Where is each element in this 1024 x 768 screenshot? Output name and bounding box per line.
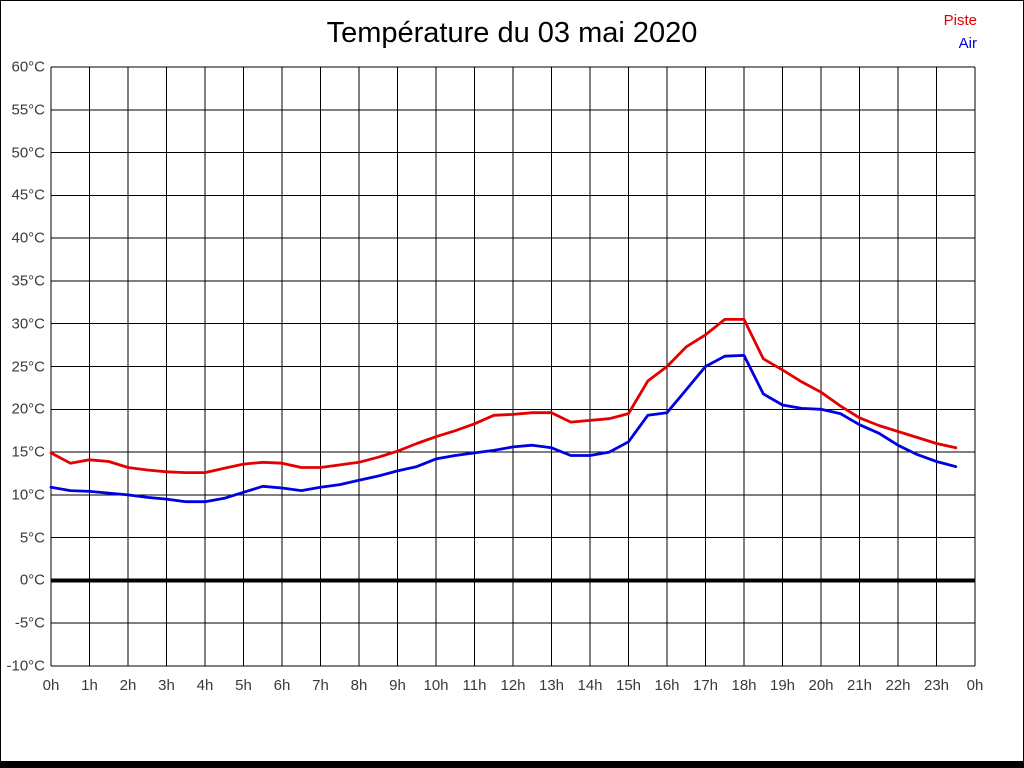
x-tick-label: 12h <box>500 677 526 694</box>
y-tick-label: 45°C <box>11 186 45 204</box>
x-tick-label: 16h <box>654 677 680 694</box>
y-tick-label: 15°C <box>11 443 45 461</box>
x-tick-label: 18h <box>731 677 757 694</box>
legend: Piste Air <box>944 9 977 55</box>
y-tick-label: 35°C <box>11 272 45 290</box>
series-line-air <box>49 353 958 504</box>
x-tick-label: 21h <box>846 677 873 694</box>
x-tick-label: 20h <box>808 677 834 694</box>
x-tick-label: 23h <box>923 677 950 694</box>
x-tick-label: 17h <box>692 677 719 694</box>
legend-item-air: Air <box>944 32 977 55</box>
x-tick-label: 5h <box>235 677 252 694</box>
x-tick-label: 0h <box>42 677 60 694</box>
x-tick-label: 4h <box>196 677 214 694</box>
y-tick-label: -5°C <box>14 614 45 632</box>
y-tick-label: 5°C <box>19 529 45 547</box>
y-tick-label: 0°C <box>19 571 45 589</box>
y-tick-label: 55°C <box>11 101 45 119</box>
y-tick-label: 30°C <box>11 315 45 333</box>
legend-label-air: Air <box>958 35 977 52</box>
x-tick-label: 2h <box>119 677 137 694</box>
x-tick-label: 1h <box>81 677 98 694</box>
y-tick-label: 20°C <box>11 400 45 418</box>
x-tick-label: 22h <box>885 677 911 694</box>
x-tick-label: 9h <box>389 677 406 694</box>
x-tick-label: 11h <box>462 677 487 694</box>
x-tick-label: 10h <box>423 677 449 694</box>
x-tick-label: 3h <box>158 677 175 694</box>
y-tick-label: -10°C <box>6 657 45 675</box>
chart-title: Température du 03 mai 2020 <box>326 17 698 49</box>
x-tick-label: 7h <box>312 677 329 694</box>
x-tick-label: 8h <box>350 677 368 694</box>
y-tick-label: 25°C <box>11 358 45 375</box>
series-line-piste <box>49 317 958 475</box>
x-tick-label: 0h <box>966 677 984 694</box>
y-tick-label: 50°C <box>11 144 45 162</box>
x-tick-label: 15h <box>615 677 642 694</box>
x-tick-label: 13h <box>538 677 565 694</box>
y-tick-label: 10°C <box>11 486 45 504</box>
legend-label-piste: Piste <box>943 12 977 29</box>
x-tick-label: 14h <box>577 677 603 694</box>
legend-item-piste: Piste <box>944 9 977 32</box>
x-tick-label: 6h <box>273 677 291 694</box>
y-tick-label: 40°C <box>11 229 45 247</box>
x-tick-label: 19h <box>769 677 796 694</box>
y-tick-label: 60°C <box>11 58 45 76</box>
